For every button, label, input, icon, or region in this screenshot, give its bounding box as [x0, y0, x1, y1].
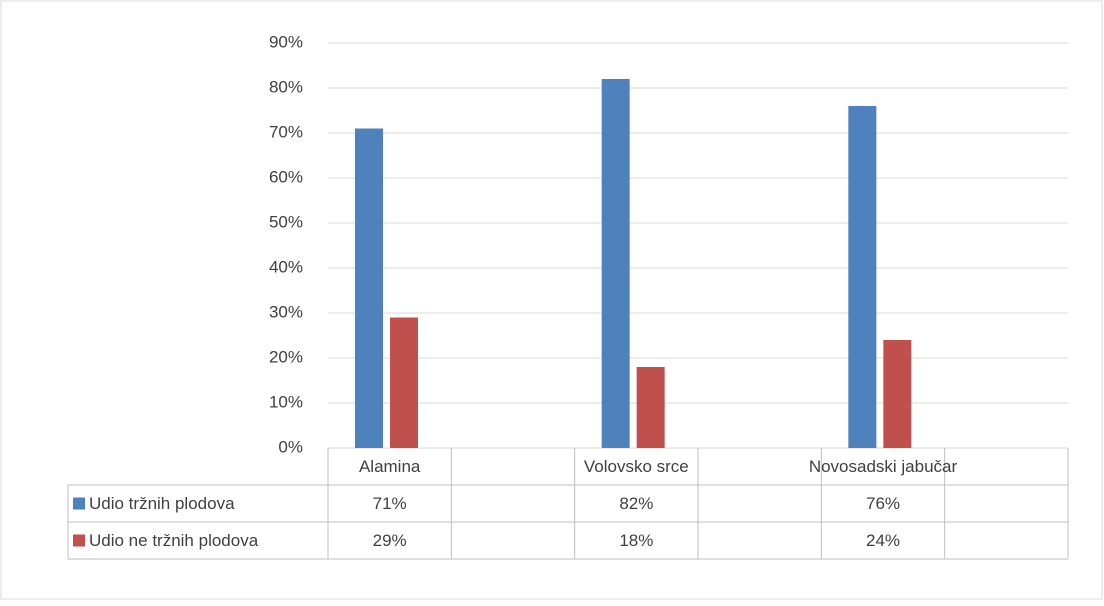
- table-value: 76%: [866, 494, 900, 513]
- table-value: 24%: [866, 531, 900, 550]
- table-value: 29%: [373, 531, 407, 550]
- bar: [390, 317, 418, 448]
- x-tick-label: Novosadski jabučar: [809, 457, 958, 476]
- y-tick-label: 30%: [269, 302, 303, 321]
- bar: [601, 79, 630, 448]
- legend-swatch: [73, 497, 85, 510]
- y-tick-label: 50%: [269, 212, 303, 231]
- y-tick-label: 0%: [278, 437, 303, 456]
- table-value: 82%: [619, 494, 653, 513]
- y-tick-label: 60%: [269, 167, 303, 186]
- table-value: 18%: [619, 531, 653, 550]
- y-tick-label: 40%: [269, 257, 303, 276]
- bar: [883, 340, 912, 448]
- legend-label: Udio ne tržnih plodova: [89, 531, 259, 550]
- y-tick-label: 80%: [269, 77, 303, 96]
- legend-label: Udio tržnih plodova: [89, 494, 235, 513]
- table-value: 71%: [373, 494, 407, 513]
- x-tick-label: Alamina: [359, 457, 421, 476]
- bar: [848, 106, 877, 448]
- bar: [636, 367, 665, 448]
- y-tick-label: 70%: [269, 122, 303, 141]
- y-tick-label: 20%: [269, 347, 303, 366]
- bar: [355, 128, 383, 448]
- x-tick-label: Volovsko srce: [584, 457, 689, 476]
- y-tick-label: 90%: [269, 32, 303, 51]
- legend-swatch: [73, 534, 85, 547]
- y-tick-label: 10%: [269, 392, 303, 411]
